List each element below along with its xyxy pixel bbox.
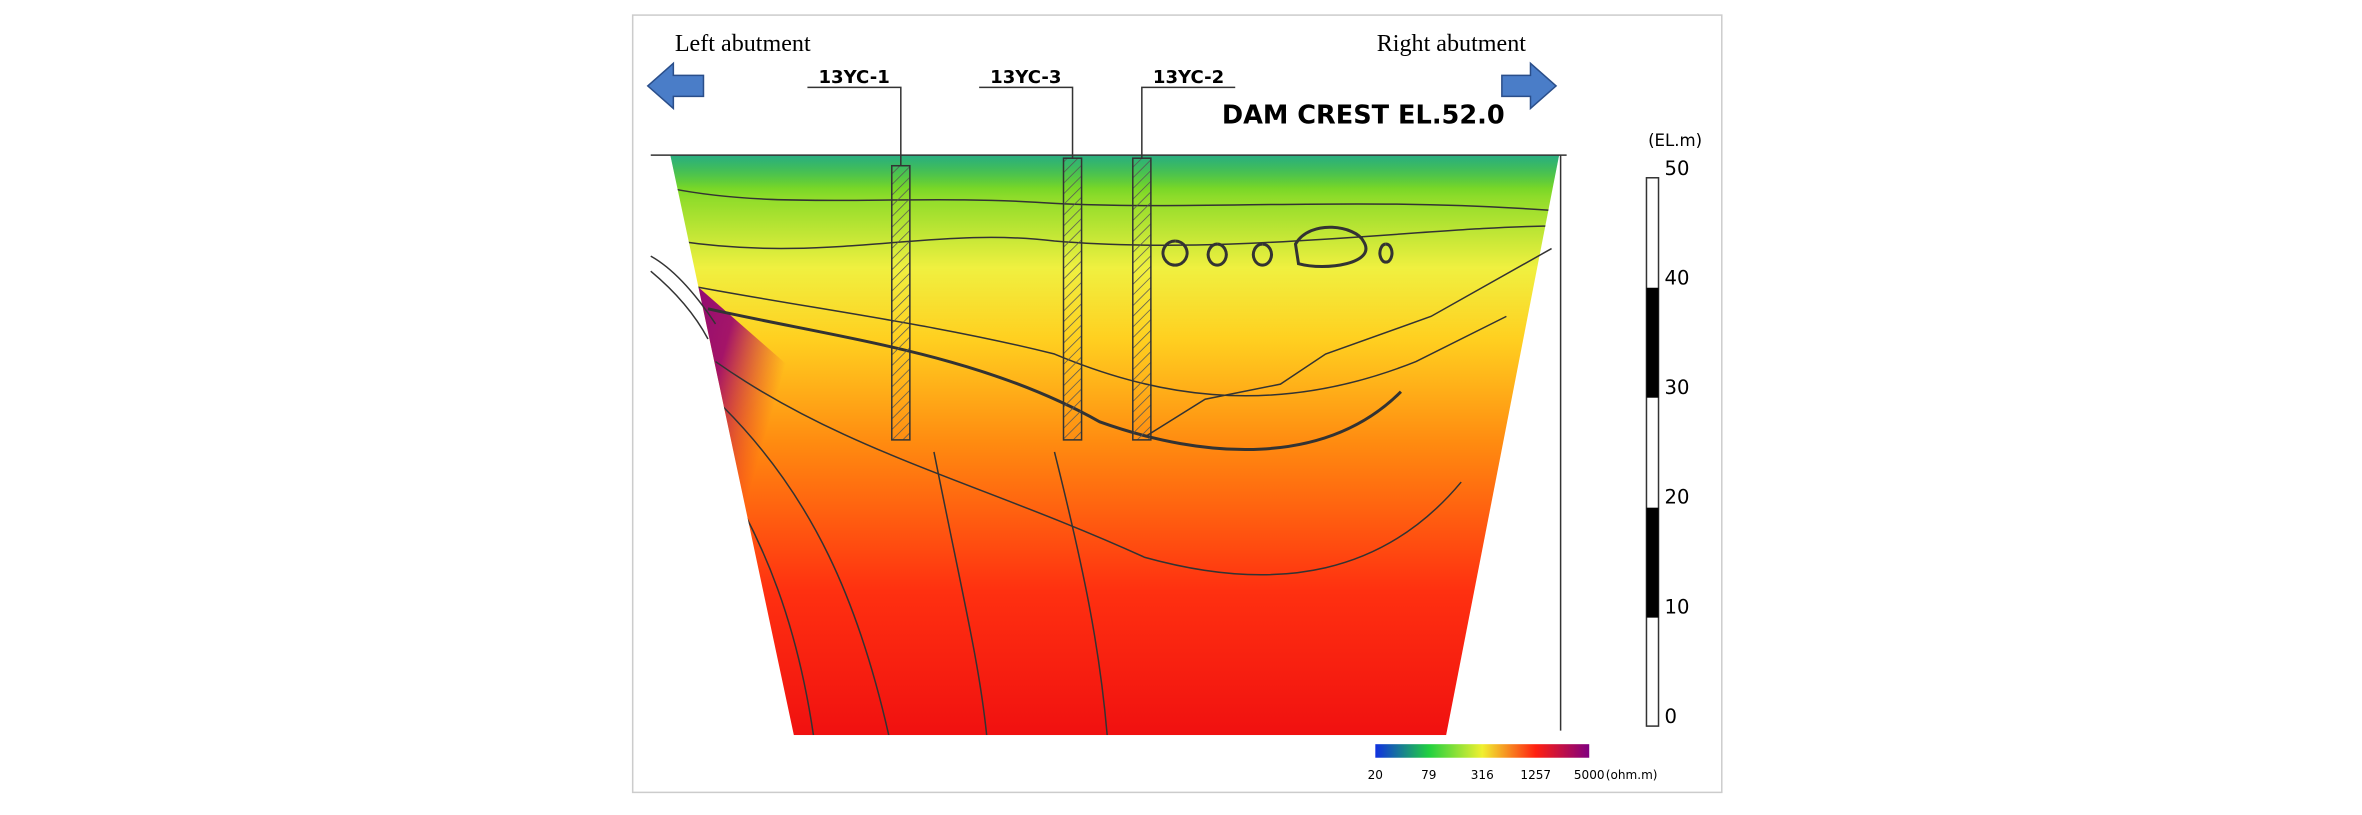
colorbar-label: 1257 bbox=[1520, 768, 1551, 782]
borehole-label: 13YC-1 bbox=[818, 67, 889, 88]
elevation-label: 50 bbox=[1665, 157, 1690, 180]
colorbar-label: 316 bbox=[1471, 768, 1494, 782]
elevation-label: 30 bbox=[1665, 376, 1690, 399]
left-label: Left abutment bbox=[675, 31, 811, 57]
topography-lines bbox=[650, 247, 1552, 438]
right-label: Right abutment bbox=[1377, 31, 1527, 57]
elevation-label: 20 bbox=[1665, 486, 1690, 509]
elevation-scale: (EL.m) bbox=[1645, 131, 1702, 727]
resistivity-section bbox=[670, 155, 1560, 736]
crest-label: DAM CREST EL.52.0 bbox=[1222, 101, 1505, 131]
elevation-label: 0 bbox=[1665, 705, 1677, 728]
borehole-label: 13YC-3 bbox=[990, 67, 1061, 88]
colorbar-label: 20 bbox=[1368, 768, 1383, 782]
elevation-label: 40 bbox=[1665, 266, 1690, 289]
boreholes bbox=[807, 86, 1236, 441]
elevation-unit: (EL.m) bbox=[1648, 131, 1702, 150]
borehole-label: 13YC-2 bbox=[1153, 67, 1224, 88]
colorbar-unit: (ohm.m) bbox=[1606, 768, 1658, 782]
colorbar-label: 79 bbox=[1421, 768, 1436, 782]
colorbar-label: 5000 bbox=[1574, 768, 1605, 782]
elevation-label: 10 bbox=[1665, 595, 1690, 618]
arrows bbox=[646, 61, 1558, 111]
colorbar bbox=[1375, 744, 1590, 758]
